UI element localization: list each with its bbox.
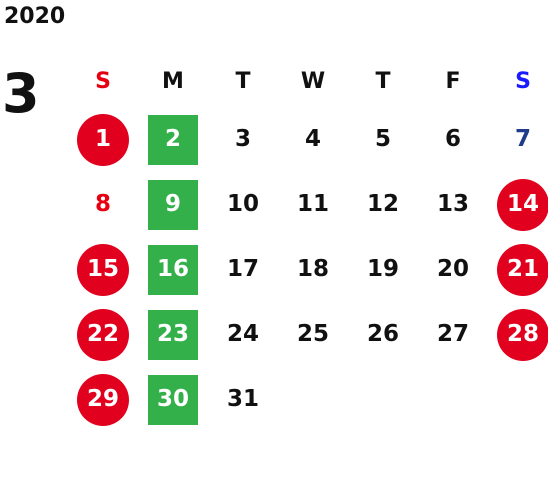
calendar-grid: S M T W T F S 1 2 3 4 5 6 7 8 9 10 11 12 13 14 15 16 17 18 19 20 21… — [68, 60, 548, 460]
day-cell-7: 7 — [488, 107, 548, 172]
day-number: 8 — [94, 191, 111, 217]
day-number: 1 — [94, 126, 111, 152]
day-cell-30: 30 — [138, 367, 208, 432]
day-number: 30 — [156, 386, 189, 412]
day-cell-13: 13 — [418, 172, 488, 237]
day-number: 28 — [506, 321, 539, 347]
day-cell-6: 6 — [418, 107, 488, 172]
day-cell-9: 9 — [138, 172, 208, 237]
day-cell-16: 16 — [138, 237, 208, 302]
year-label: 2020 — [4, 4, 66, 29]
day-cell-4: 4 — [278, 107, 348, 172]
day-cell-5: 5 — [348, 107, 418, 172]
day-cell-3: 3 — [208, 107, 278, 172]
day-number: 10 — [226, 191, 259, 217]
day-number: 31 — [226, 386, 259, 412]
day-cell-11: 11 — [278, 172, 348, 237]
day-number: 4 — [304, 126, 321, 152]
day-number: 12 — [366, 191, 399, 217]
day-cell-25: 25 — [278, 302, 348, 367]
weekday-header-sat: S — [515, 68, 531, 94]
day-number: 11 — [296, 191, 329, 217]
day-number: 15 — [86, 256, 119, 282]
holiday-circle-marker: 14 — [497, 178, 548, 231]
day-number: 24 — [226, 321, 259, 347]
day-cell-27: 27 — [418, 302, 488, 367]
day-number: 9 — [164, 191, 181, 217]
holiday-circle-marker: 1 — [77, 113, 129, 166]
weekday-header-fri: F — [445, 68, 461, 94]
day-cell-29: 29 — [68, 367, 138, 432]
highlight-square-marker: 2 — [148, 114, 198, 165]
weekday-header-wed: W — [300, 68, 326, 94]
day-cell-22: 22 — [68, 302, 138, 367]
day-cell-8: 8 — [68, 172, 138, 237]
day-number: 26 — [366, 321, 399, 347]
day-number: 25 — [296, 321, 329, 347]
weekday-header-sun: S — [95, 68, 111, 94]
day-cell-17: 17 — [208, 237, 278, 302]
day-cell-24: 24 — [208, 302, 278, 367]
day-number: 19 — [366, 256, 399, 282]
day-number: 13 — [436, 191, 469, 217]
day-cell-23: 23 — [138, 302, 208, 367]
weekday-header-thu: T — [375, 68, 391, 94]
day-number: 6 — [444, 126, 461, 152]
day-number: 17 — [226, 256, 259, 282]
highlight-square-marker: 30 — [148, 374, 198, 425]
day-number: 14 — [506, 191, 539, 217]
day-cell-18: 18 — [278, 237, 348, 302]
day-cell-26: 26 — [348, 302, 418, 367]
holiday-circle-marker: 29 — [77, 373, 129, 426]
day-number: 29 — [86, 386, 119, 412]
day-number: 23 — [156, 321, 189, 347]
day-number: 16 — [156, 256, 189, 282]
day-number: 21 — [506, 256, 539, 282]
highlight-square-marker: 23 — [148, 309, 198, 360]
day-cell-21: 21 — [488, 237, 548, 302]
day-cell-31: 31 — [208, 367, 278, 432]
holiday-circle-marker: 15 — [77, 243, 129, 296]
day-cell-14: 14 — [488, 172, 548, 237]
highlight-square-marker: 16 — [148, 244, 198, 295]
day-number: 27 — [436, 321, 469, 347]
day-cell-12: 12 — [348, 172, 418, 237]
highlight-square-marker: 9 — [148, 179, 198, 230]
day-number: 22 — [86, 321, 119, 347]
holiday-circle-marker: 21 — [497, 243, 548, 296]
day-cell-20: 20 — [418, 237, 488, 302]
day-cell-19: 19 — [348, 237, 418, 302]
day-cell-2: 2 — [138, 107, 208, 172]
weekday-header-tue: T — [235, 68, 251, 94]
day-number: 2 — [164, 126, 181, 152]
day-number: 3 — [234, 126, 251, 152]
day-cell-10: 10 — [208, 172, 278, 237]
holiday-circle-marker: 28 — [497, 308, 548, 361]
day-number: 5 — [374, 126, 391, 152]
weekday-header-mon: M — [162, 68, 184, 94]
holiday-circle-marker: 22 — [77, 308, 129, 361]
day-cell-15: 15 — [68, 237, 138, 302]
day-number: 20 — [436, 256, 469, 282]
month-number: 3 — [2, 62, 40, 125]
day-cell-1: 1 — [68, 107, 138, 172]
day-cell-28: 28 — [488, 302, 548, 367]
day-number: 7 — [514, 126, 531, 152]
day-number: 18 — [296, 256, 329, 282]
